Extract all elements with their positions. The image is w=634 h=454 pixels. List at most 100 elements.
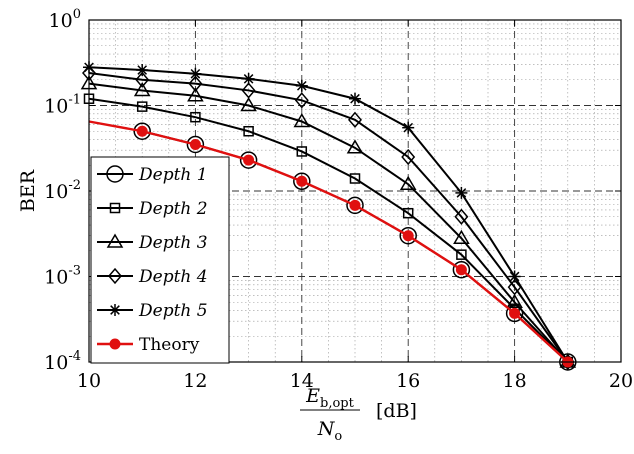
- y-tick-label: 100: [49, 7, 81, 32]
- marker-diamond: [108, 267, 122, 285]
- asterisk-stroke: [509, 271, 520, 282]
- marker-triangle: [293, 113, 311, 128]
- marker-square: [243, 125, 254, 137]
- marker-dot: [243, 154, 255, 166]
- legend: Depth 1 Depth 2 Depth 3 Depth 4 Depth 5 Theor…: [90, 156, 230, 364]
- marker-dot: [189, 138, 201, 150]
- x-tick-label: 10: [77, 370, 101, 392]
- legend-label: Depth 1: [138, 165, 208, 185]
- marker-asterisk: [242, 72, 255, 85]
- series-depth-4: [82, 64, 575, 371]
- marker-diamond: [294, 92, 309, 109]
- series-depth-5: [83, 61, 574, 368]
- marker-diamond: [454, 208, 469, 225]
- legend-label: Depth 5: [138, 301, 208, 321]
- legend-item: Depth 3: [97, 233, 208, 253]
- marker-diamond: [135, 71, 150, 88]
- marker-triangle: [399, 175, 417, 190]
- marker-dot: [136, 125, 148, 137]
- marker-triangle: [346, 139, 364, 154]
- marker-square: [190, 111, 201, 123]
- legend-item: Depth 1: [97, 165, 208, 185]
- asterisk-stroke: [137, 65, 148, 75]
- marker-triangle: [106, 233, 124, 248]
- marker-diamond: [507, 279, 522, 296]
- marker-diamond: [188, 75, 203, 92]
- x-axis-numerator: Eb,opt: [305, 385, 354, 411]
- marker-dot: [455, 264, 467, 276]
- series-line: [88, 71, 569, 363]
- x-axis-unit: [dB]: [376, 400, 417, 422]
- y-tick-label: 10-2: [44, 178, 81, 203]
- series-line: [88, 120, 569, 363]
- x-tick-label: 14: [290, 370, 314, 392]
- x-tick-label: 12: [183, 370, 207, 392]
- marker-asterisk: [402, 121, 415, 134]
- marker-triangle: [453, 229, 470, 245]
- asterisk-stroke: [403, 122, 414, 133]
- marker-circle: [239, 151, 258, 169]
- label-layer: BER Eb,opt No [dB]: [17, 169, 417, 444]
- x-tick-label: 20: [609, 370, 633, 392]
- y-tick-label: 10-1: [44, 93, 81, 118]
- series-line: [88, 82, 569, 363]
- asterisk-stroke: [350, 93, 360, 104]
- legend-item: Depth 5: [97, 301, 208, 321]
- marker-dot: [109, 338, 121, 350]
- marker-circle: [186, 135, 205, 154]
- marker-triangle: [506, 293, 523, 308]
- marker-dot: [296, 175, 308, 187]
- marker-square: [402, 207, 414, 219]
- series-line: [88, 97, 569, 363]
- y-tick-label: 10-4: [44, 349, 81, 374]
- legend-item: Depth 4: [97, 267, 208, 287]
- marker-dot: [402, 230, 414, 242]
- marker-asterisk: [349, 92, 361, 105]
- marker-circle: [505, 304, 524, 323]
- marker-asterisk: [508, 270, 521, 283]
- legend-item: Depth 2: [97, 199, 208, 219]
- series-theory: [88, 120, 574, 368]
- legend-label: Theory: [139, 335, 200, 355]
- asterisk-stroke: [456, 188, 467, 198]
- marker-asterisk: [189, 67, 202, 80]
- asterisk-stroke: [110, 305, 120, 315]
- asterisk-stroke: [296, 80, 307, 91]
- marker-asterisk: [136, 64, 149, 77]
- marker-circle: [452, 260, 471, 279]
- marker-diamond: [348, 111, 362, 128]
- series-line: [88, 66, 569, 363]
- marker-square: [136, 101, 148, 112]
- marker-dot: [349, 199, 361, 211]
- y-tick-label: 10-3: [44, 264, 81, 289]
- series-layer: [80, 61, 577, 371]
- marker-circle: [293, 172, 311, 191]
- legend-label: Depth 2: [138, 199, 208, 219]
- marker-circle: [133, 122, 151, 140]
- marker-diamond: [241, 82, 256, 99]
- asterisk-stroke: [243, 74, 254, 84]
- x-tick-label: 18: [503, 370, 527, 392]
- legend-label: Depth 3: [138, 233, 208, 253]
- marker-asterisk: [109, 304, 121, 316]
- legend-item: Theory: [97, 335, 200, 355]
- x-axis-denominator: No: [317, 418, 343, 444]
- y-axis-title: BER: [17, 169, 39, 212]
- marker-dot: [509, 307, 521, 319]
- legend-box: [90, 156, 230, 364]
- marker-square: [456, 249, 467, 260]
- legend-label: Depth 4: [138, 267, 208, 287]
- marker-square: [296, 146, 308, 157]
- marker-circle: [399, 226, 417, 245]
- marker-square: [349, 173, 361, 184]
- marker-asterisk: [295, 79, 308, 92]
- marker-circle: [106, 165, 124, 183]
- marker-triangle: [187, 87, 204, 102]
- asterisk-stroke: [190, 68, 201, 79]
- marker-square: [109, 202, 121, 214]
- marker-circle: [346, 196, 364, 215]
- marker-diamond: [401, 148, 416, 166]
- x-tick-label: 16: [396, 370, 420, 392]
- marker-asterisk: [455, 186, 468, 199]
